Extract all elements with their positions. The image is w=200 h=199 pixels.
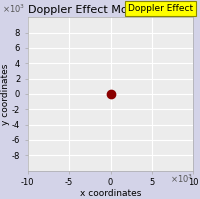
Text: $\times10^3$: $\times10^3$ [170,173,193,185]
X-axis label: x coordinates: x coordinates [80,189,141,198]
Text: Doppler Effect: Doppler Effect [128,4,193,13]
Y-axis label: y coordinates: y coordinates [1,63,10,125]
Text: $\times10^3$: $\times10^3$ [2,3,25,15]
Text: Doppler Effect Model in 1: Doppler Effect Model in 1 [28,5,169,15]
